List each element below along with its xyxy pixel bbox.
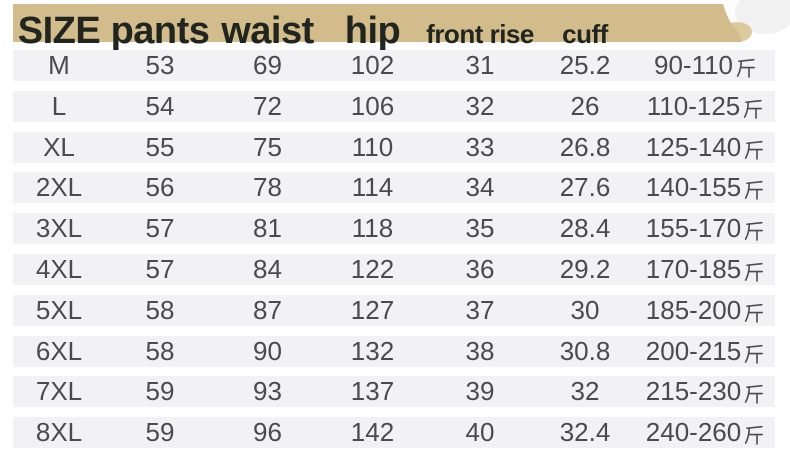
hip-cell: 132 xyxy=(350,335,395,366)
table-row: 7XL 59 93 137 39 32 215-230 xyxy=(13,376,775,408)
table-header: SIZE pants waist hip front rise cuff xyxy=(13,4,775,50)
front-rise-cell: 33 xyxy=(465,131,495,162)
table-row: L 54 72 106 32 26 110-125 xyxy=(13,90,775,122)
size-cell: 8XL xyxy=(35,417,83,448)
waist-cell: 96 xyxy=(253,417,282,448)
waist-cell: 90 xyxy=(253,335,282,366)
cuff-cell: 27.6 xyxy=(559,172,611,203)
header-cuff: cuff xyxy=(562,19,608,49)
pants-cell: 54 xyxy=(145,90,175,121)
front-rise-cell: 32 xyxy=(465,90,495,121)
jin-unit-glyph xyxy=(745,140,764,160)
size-cell: 4XL xyxy=(35,253,83,284)
front-rise-cell: 40 xyxy=(465,417,495,448)
weight-cell: 240-260 xyxy=(635,417,775,448)
pants-cell: 59 xyxy=(145,417,175,448)
table-row: 8XL 59 96 142 40 32.4 240-260 xyxy=(13,417,775,449)
hip-cell: 110 xyxy=(351,131,394,162)
hip-cell: 106 xyxy=(350,90,395,121)
cuff-cell: 30.8 xyxy=(559,335,611,366)
size-cell: 7XL xyxy=(35,376,83,407)
table-row: 2XL 56 78 114 34 27.6 140-155 xyxy=(13,172,775,204)
front-rise-cell: 37 xyxy=(465,294,495,325)
front-rise-cell: 34 xyxy=(465,172,495,203)
pants-cell: 56 xyxy=(145,172,175,203)
cuff-cell: 32.4 xyxy=(559,417,611,448)
size-cell: 6XL xyxy=(35,335,83,366)
size-cell: M xyxy=(48,50,70,80)
waist-cell: 72 xyxy=(253,90,282,121)
table-row: 3XL 57 81 118 35 28.4 155-170 xyxy=(13,213,775,245)
cuff-cell: 28.4 xyxy=(559,213,611,244)
header-size: SIZE xyxy=(17,10,101,52)
cuff-cell: 26 xyxy=(570,90,600,121)
waist-cell: 84 xyxy=(253,253,282,284)
hip-cell: 137 xyxy=(350,376,395,407)
hip-cell: 122 xyxy=(350,253,395,284)
weight-cell: 110-125 xyxy=(635,91,775,122)
pants-cell: 57 xyxy=(145,213,175,244)
size-cell: 5XL xyxy=(35,294,83,325)
table-row: M 53 69 102 31 25.2 90-110 xyxy=(13,50,775,81)
pants-cell: 55 xyxy=(145,131,175,162)
front-rise-cell: 36 xyxy=(465,253,495,284)
waist-cell: 75 xyxy=(253,131,282,162)
table-body: M 53 69 102 31 25.2 90-110 L 54 72 106 3… xyxy=(13,50,775,449)
jin-unit-glyph xyxy=(736,58,756,78)
pants-cell: 57 xyxy=(145,253,175,284)
weight-cell: 185-200 xyxy=(635,295,775,326)
header-pants: pants xyxy=(110,10,210,52)
jin-unit-glyph xyxy=(745,262,764,282)
front-rise-cell: 35 xyxy=(465,213,495,244)
weight-cell: 215-230 xyxy=(635,376,775,407)
pants-cell: 59 xyxy=(145,376,175,407)
pants-cell: 58 xyxy=(145,335,175,366)
waist-cell: 93 xyxy=(253,376,282,407)
front-rise-cell: 31 xyxy=(465,50,495,80)
weight-cell: 90-110 xyxy=(635,50,775,81)
cuff-cell: 29.2 xyxy=(559,253,611,284)
jin-unit-glyph xyxy=(745,426,764,445)
jin-unit-glyph xyxy=(745,181,764,201)
header-waist: waist xyxy=(221,10,314,52)
weight-cell: 125-140 xyxy=(635,132,775,163)
jin-unit-glyph xyxy=(744,99,763,119)
hip-cell: 142 xyxy=(350,417,395,448)
cuff-cell: 30 xyxy=(570,294,600,325)
table-row: 4XL 57 84 122 36 29.2 170-185 xyxy=(13,253,775,285)
pants-cell: 53 xyxy=(145,50,175,80)
jin-unit-glyph xyxy=(745,303,764,323)
waist-cell: 87 xyxy=(253,294,282,325)
size-cell: L xyxy=(51,90,67,121)
hip-cell: 127 xyxy=(350,294,395,325)
jin-unit-glyph xyxy=(745,222,764,241)
hip-cell: 102 xyxy=(350,50,395,80)
size-cell: 3XL xyxy=(35,213,83,244)
cuff-cell: 25.2 xyxy=(559,50,611,80)
front-rise-cell: 38 xyxy=(465,335,495,366)
pants-cell: 58 xyxy=(145,294,175,325)
header-hip: hip xyxy=(344,10,401,52)
size-cell: 2XL xyxy=(35,172,83,203)
hip-cell: 118 xyxy=(351,213,394,244)
weight-cell: 200-215 xyxy=(635,336,775,367)
waist-cell: 81 xyxy=(253,213,282,244)
front-rise-cell: 39 xyxy=(465,376,495,407)
header-front-rise: front rise xyxy=(426,19,534,49)
table-row: 5XL 58 87 127 37 30 185-200 xyxy=(13,294,775,326)
jin-unit-glyph xyxy=(745,385,764,405)
waist-cell: 78 xyxy=(253,172,282,203)
weight-cell: 170-185 xyxy=(635,254,775,285)
waist-cell: 69 xyxy=(253,50,282,80)
weight-cell: 140-155 xyxy=(635,172,775,203)
table-row: 6XL 58 90 132 38 30.8 200-215 xyxy=(13,335,775,367)
weight-cell: 155-170 xyxy=(635,213,775,244)
jin-unit-glyph xyxy=(745,344,764,364)
cuff-cell: 32 xyxy=(570,376,600,407)
size-cell: XL xyxy=(43,131,75,162)
cuff-cell: 26.8 xyxy=(559,131,611,162)
hip-cell: 114 xyxy=(351,172,394,203)
table-row: XL 55 75 110 33 26.8 125-140 xyxy=(13,131,775,163)
